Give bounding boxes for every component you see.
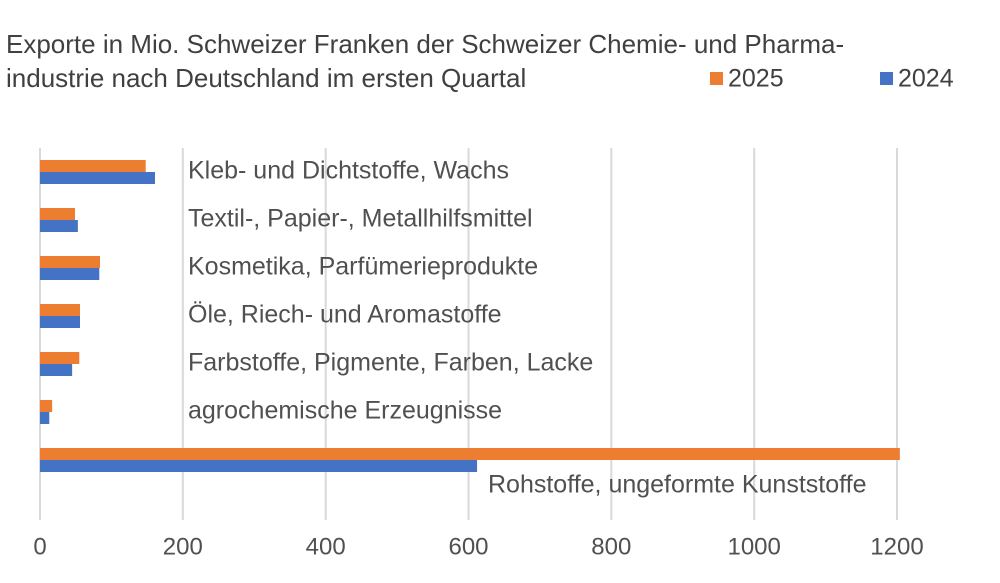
x-tick-label: 0 — [33, 533, 46, 560]
x-tick-label: 1000 — [727, 533, 780, 560]
category-label: Öle, Riech- und Aromastoffe — [188, 301, 502, 329]
bar — [40, 352, 80, 364]
category-label: Rohstoffe, ungeformte Kunststoffe — [488, 471, 866, 499]
bar — [40, 400, 53, 412]
bar — [40, 256, 100, 268]
x-tick-label: 1200 — [870, 533, 923, 560]
x-tick-label: 800 — [591, 533, 631, 560]
bar — [40, 412, 50, 424]
bar — [40, 304, 80, 316]
category-label: Kleb- und Dichtstoffe, Wachs — [188, 157, 509, 185]
x-tick-label: 600 — [448, 533, 488, 560]
bar — [40, 268, 100, 280]
category-label: Kosmetika, Parfümerieprodukte — [188, 253, 538, 281]
x-tick-label: 200 — [163, 533, 203, 560]
bar — [40, 220, 78, 232]
category-label: Textil-, Papier-, Metallhilfsmittel — [188, 205, 533, 233]
bar — [40, 208, 75, 220]
chart-title: Exporte in Mio. Schweizer Franken der Sc… — [6, 29, 844, 59]
chart-title: industrie nach Deutschland im ersten Qua… — [6, 63, 526, 93]
legend-swatch — [710, 72, 723, 85]
bar — [40, 460, 478, 472]
legend-swatch — [880, 72, 893, 85]
legend-label: 2024 — [898, 65, 954, 93]
x-tick-label: 400 — [306, 533, 346, 560]
category-label: Farbstoffe, Pigmente, Farben, Lacke — [188, 349, 593, 377]
bar — [40, 448, 900, 460]
legend-label: 2025 — [728, 65, 784, 93]
category-label: agrochemische Erzeugnisse — [188, 397, 502, 425]
bar — [40, 172, 155, 184]
bar — [40, 160, 146, 172]
bar — [40, 364, 73, 376]
bar — [40, 316, 80, 328]
